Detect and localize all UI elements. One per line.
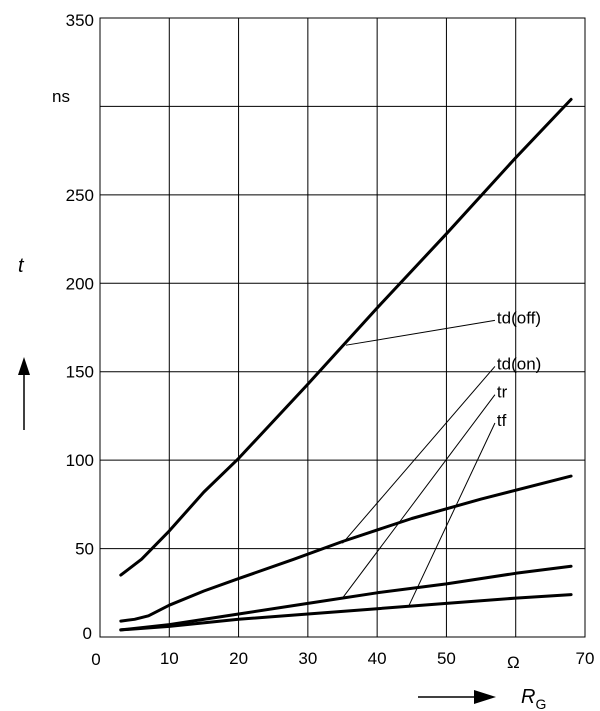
x-tick-label: 20 (229, 649, 248, 668)
series-labels: td(off) td(on) tr tf (497, 308, 541, 430)
leader-line (342, 394, 496, 599)
y-tick-label: 200 (66, 274, 94, 293)
x-tick-label: 10 (160, 649, 179, 668)
annotation-leaders (342, 319, 496, 608)
series-line-tf (119, 593, 573, 632)
x-axis-title: RG (521, 686, 546, 711)
series-label: tr (497, 383, 508, 402)
x-unit-label: Ω (507, 653, 520, 672)
y-tick-label: 0 (83, 624, 92, 643)
x-tick-label: 50 (437, 649, 456, 668)
y-tick-label: 150 (66, 363, 94, 382)
plot-frame (99, 17, 586, 638)
y-axis-title: t (18, 255, 25, 277)
series-line-tr (119, 564, 573, 632)
series-line-td-on (119, 474, 573, 623)
y-tick-label: 100 (66, 451, 94, 470)
grid (99, 17, 586, 638)
y-tick-label: 250 (66, 186, 94, 205)
y-tick-label: 50 (75, 540, 94, 559)
y-axis-ticks: 0 50 100 150 200 250 350 (66, 11, 94, 643)
series-label: td(on) (497, 354, 541, 373)
x-tick-label: 30 (298, 649, 317, 668)
x-axis-ticks: 0 10 20 30 40 50 70 (91, 649, 594, 669)
series-label: td(off) (497, 308, 541, 327)
x-tick-label: 40 (368, 649, 387, 668)
x-tick-label: 70 (576, 649, 595, 668)
y-axis-arrow (18, 357, 30, 430)
leader-line (407, 422, 496, 608)
y-tick-label: 350 (66, 11, 94, 30)
x-axis-title-sub: G (535, 696, 546, 711)
leader-line (342, 366, 496, 544)
series-line-td-off (119, 97, 573, 577)
y-unit-label: ns (52, 87, 70, 106)
x-axis-title-main: R (521, 686, 535, 708)
series-label: tf (497, 411, 507, 430)
leader-line (345, 319, 496, 346)
x-axis-arrow (418, 690, 496, 704)
x-tick-label: 0 (91, 650, 100, 669)
series-curves (119, 97, 573, 632)
